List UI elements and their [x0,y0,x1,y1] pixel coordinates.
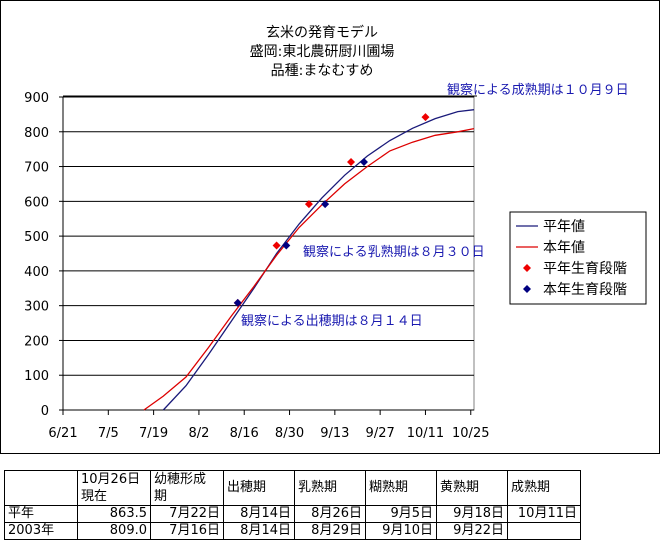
x-tick-label: 8/2 [188,426,209,441]
x-axis-ticks: 6/21 7/5 7/19 8/2 8/16 8/30 9/13 9/27 10/11 10/25 [48,410,489,441]
series-line-1 [143,127,475,411]
legend-swatch-normal-stage [523,264,531,272]
chart-title-line-1: 玄米の発育モデル [266,24,378,41]
y-tick-label: 200 [24,334,49,349]
series-layer [143,109,475,411]
table-header-cell: 10月26日 現在 [77,470,151,506]
y-tick-label: 100 [24,369,49,384]
stage-marker [282,241,291,250]
table-cell: 9月5日 [365,505,437,523]
y-tick-label: 800 [24,126,49,141]
y-tick-label: 300 [24,300,49,315]
legend-label-normal-stage: 平年生育段階 [543,261,627,277]
legend-label-normal-line: 平年値 [543,219,585,235]
table-cell: 8月26日 [294,505,366,523]
annotation-heading: 観察による出穂期は８月１４日 [241,314,423,329]
table-header-cell: 黄熟期 [436,470,508,506]
stage-marker [421,113,430,122]
x-tick-label: 8/16 [230,426,259,441]
table-cell: 8月14日 [223,522,295,540]
table-cell: 7月22日 [150,505,224,523]
legend-label-current-stage: 本年生育段階 [543,282,627,298]
table-row-label: 2003年 [4,522,78,540]
legend: 平年値 本年値 平年生育段階 本年生育段階 [509,211,647,305]
y-tick-label: 900 [24,91,49,106]
chart-title-line-2: 盛岡:東北農研厨川圃場 [250,44,395,60]
plot-area [62,96,475,411]
table-header-cell: 幼穂形成 期 [150,470,224,506]
table-cell: 7月16日 [150,522,224,540]
x-tick-label: 6/21 [48,426,77,441]
y-tick-label: 700 [24,161,49,176]
table-cell: 9月22日 [436,522,508,540]
table-cell: 863.5 [77,505,151,523]
annotation-maturity: 観察による成熟期は１０月９日 [447,82,629,98]
chart-titles: 玄米の発育モデル 盛岡:東北農研厨川圃場 品種:まなむすめ [250,24,395,79]
x-tick-label: 10/25 [452,426,489,441]
grid-lines [63,96,474,376]
table-row: 2003年 809.0 7月16日 8月14日 8月29日 9月10日 9月22… [4,522,581,540]
chart-svg: 玄米の発育モデル 盛岡:東北農研厨川圃場 品種:まなむすめ 0 100 200 300… [24,24,647,441]
chart-frame: 玄米の発育モデル 盛岡:東北農研厨川圃場 品種:まなむすめ 0 100 200 300… [0,0,660,454]
stage-marker [272,241,281,250]
chart-title-line-3: 品種:まなむすめ [271,63,374,79]
table-cell: 9月10日 [365,522,437,540]
y-axis-ticks: 0 100 200 300 400 500 600 700 800 900 [24,91,63,419]
y-tick-label: 600 [24,195,49,210]
stage-marker [359,158,368,167]
stage-marker [321,200,330,209]
x-tick-label: 7/5 [98,426,119,441]
annotation-milk-ripe: 観察による乳熟期は８月３０日 [303,244,485,260]
table-header-cell: 乳熟期 [294,470,366,506]
x-tick-label: 9/13 [320,426,349,441]
table-row: 平年 863.5 7月22日 8月14日 8月26日 9月5日 9月18日 10… [4,505,581,523]
table-cell: 8月29日 [294,522,366,540]
stage-marker [304,200,313,209]
table-row-label: 平年 [4,505,78,523]
x-tick-label: 8/30 [275,426,304,441]
legend-label-current-line: 本年値 [543,240,585,256]
table-cell [507,522,581,540]
table-header-cell: 出穂期 [223,470,295,506]
stage-marker [347,158,356,167]
x-tick-label: 9/27 [366,426,395,441]
table-cell: 8月14日 [223,505,295,523]
x-tick-label: 7/19 [139,426,168,441]
y-tick-label: 0 [41,404,49,419]
table-cell: 10月11日 [507,505,581,523]
series-line-0 [162,109,475,411]
stage-marker [233,298,242,307]
table-header-cell [4,470,78,506]
stage-table: 10月26日 現在 幼穂形成 期 出穂期 乳熟期 糊熟期 黄熟期 成熟期 平年 … [4,470,581,540]
table-cell: 809.0 [77,522,151,540]
table-header-cell: 成熟期 [507,470,581,506]
y-tick-label: 400 [24,265,49,280]
x-tick-label: 10/11 [407,426,444,441]
legend-swatch-current-stage [523,285,531,293]
annotations: 観察による成熟期は１０月９日 観察による乳熟期は８月３０日 観察による出穂期は８… [63,82,629,329]
table-header-row: 10月26日 現在 幼穂形成 期 出穂期 乳熟期 糊熟期 黄熟期 成熟期 [4,470,581,506]
table-cell: 9月18日 [436,505,508,523]
legend-box [509,211,647,305]
y-tick-label: 500 [24,230,49,245]
table-header-cell: 糊熟期 [365,470,437,506]
